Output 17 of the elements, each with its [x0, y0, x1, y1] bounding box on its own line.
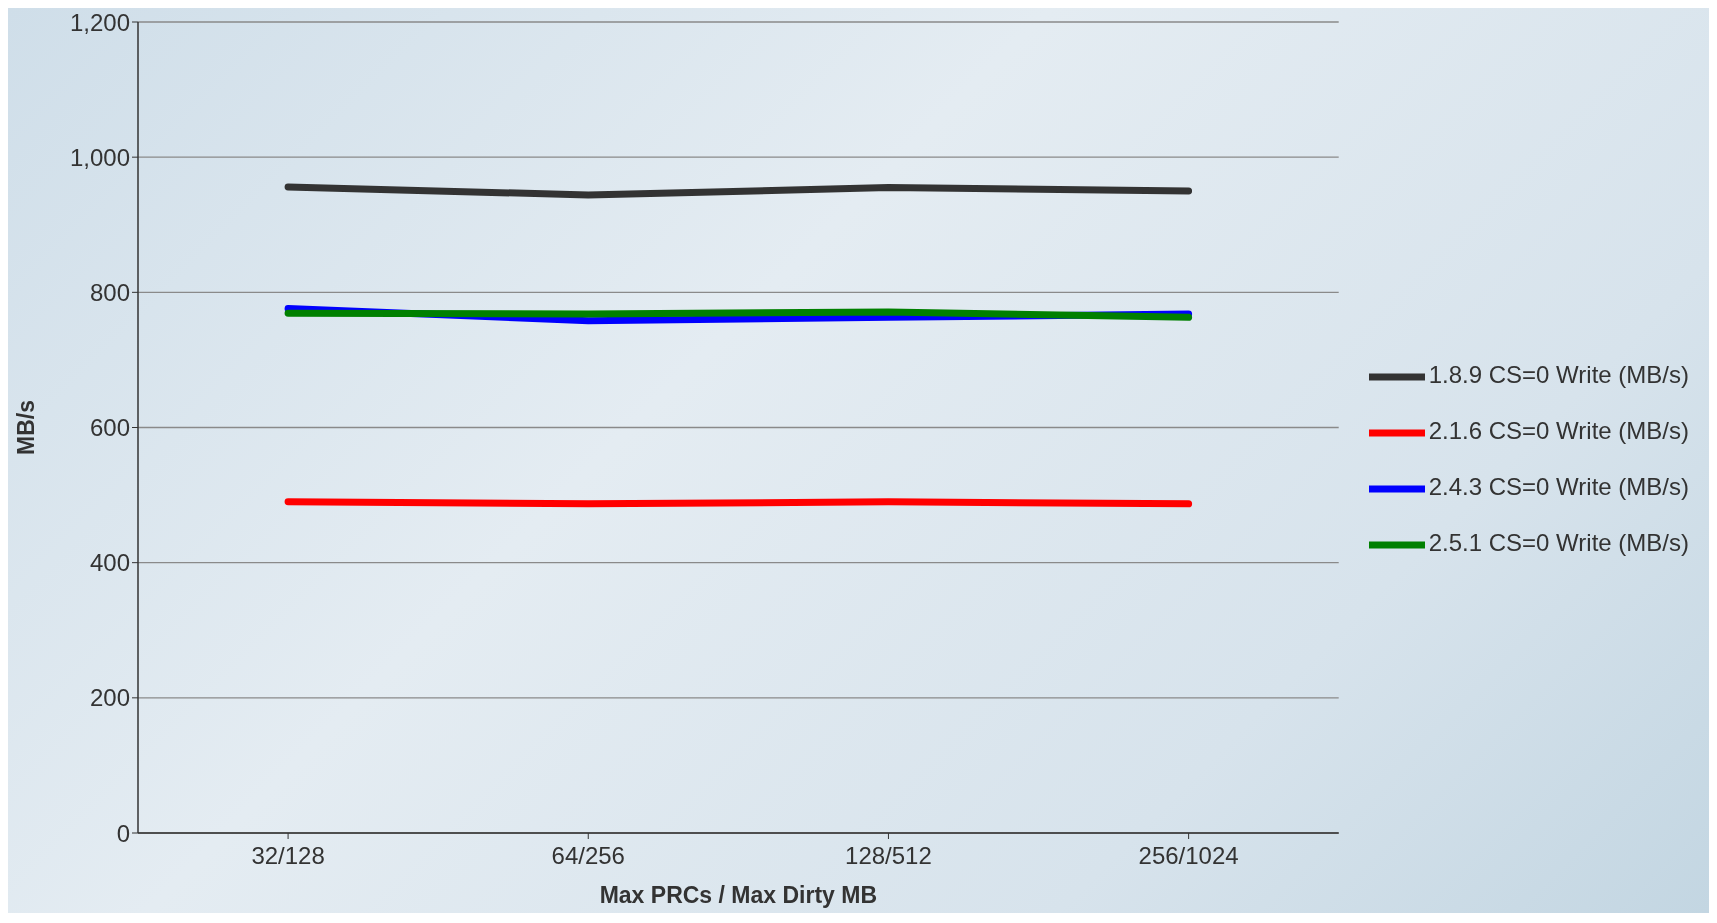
y-axis-title: MB/s [13, 400, 40, 455]
legend-label: 2.4.3 CS=0 Write (MB/s) [1428, 472, 1689, 500]
legend-label: 2.5.1 CS=0 Write (MB/s) [1428, 528, 1689, 556]
y-tick-label: 0 [116, 819, 130, 847]
y-tick-label: 200 [89, 684, 130, 712]
legend-label: 1.8.9 CS=0 Write (MB/s) [1428, 360, 1689, 388]
x-tick-label: 256/1024 [1138, 842, 1239, 870]
legend-label: 2.1.6 CS=0 Write (MB/s) [1428, 416, 1689, 444]
x-axis-title: Max PRCs / Max Dirty MB [599, 882, 878, 908]
y-tick-label: 1,000 [69, 143, 130, 171]
y-tick-label: 800 [89, 278, 130, 306]
x-tick-label: 32/128 [251, 842, 325, 870]
y-tick-label: 400 [89, 549, 130, 577]
x-tick-label: 128/512 [845, 842, 932, 870]
y-tick-label: 600 [89, 414, 130, 442]
y-tick-label: 1,200 [69, 8, 130, 36]
x-tick-label: 64/256 [551, 842, 625, 870]
